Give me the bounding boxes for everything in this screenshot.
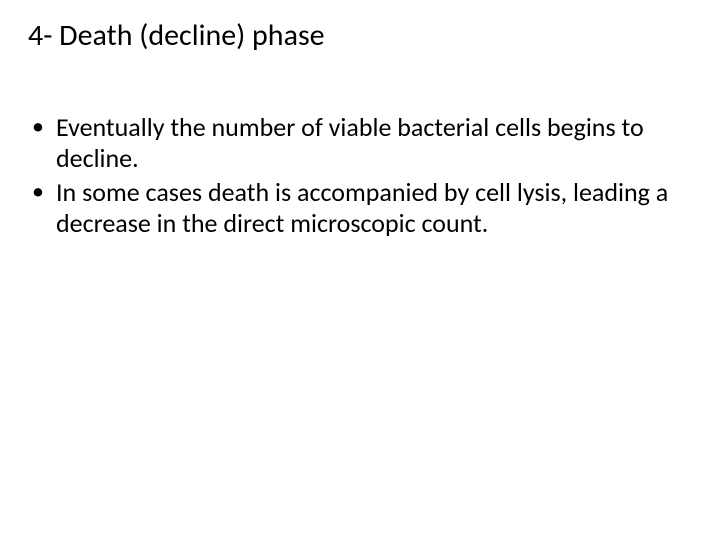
slide-title: 4- Death (decline) phase [28,18,692,54]
slide: 4- Death (decline) phase Eventually the … [0,0,720,540]
list-item: Eventually the number of viable bacteria… [28,112,692,173]
slide-body: Eventually the number of viable bacteria… [28,112,692,239]
bullet-list: Eventually the number of viable bacteria… [28,112,692,239]
list-item: In some cases death is accompanied by ce… [28,177,692,238]
bullet-text: Eventually the number of viable bacteria… [56,111,644,174]
bullet-text: In some cases death is accompanied by ce… [56,176,668,239]
